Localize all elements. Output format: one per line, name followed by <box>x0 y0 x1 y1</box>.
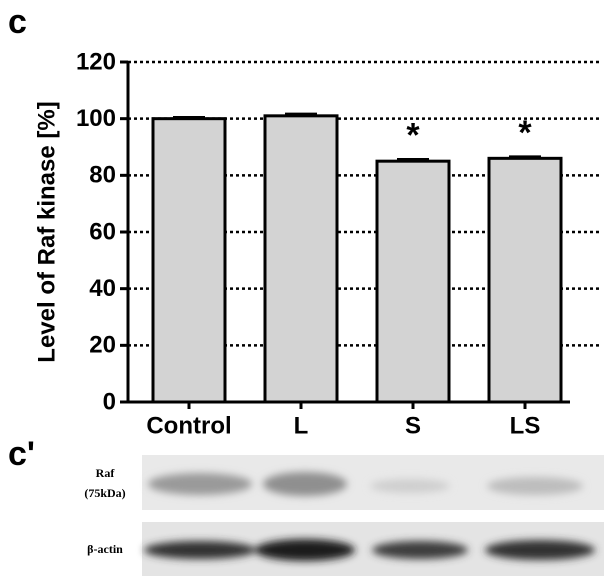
bar <box>489 158 561 402</box>
y-axis-label: Level of Raf kinase [%] <box>33 101 60 362</box>
x-tick-label: L <box>294 412 309 439</box>
y-tick-label: 0 <box>103 388 116 415</box>
y-tick-label: 60 <box>89 218 116 245</box>
x-tick-label: S <box>405 412 421 439</box>
figure: c c' Raf (75kDa) β-actin 0 20 40 60 80 100 120… <box>0 0 606 579</box>
blot-label: Raf <box>96 466 116 480</box>
significance-marker: * <box>518 114 532 152</box>
y-tick-label: 100 <box>76 105 116 132</box>
panel-label: c <box>8 3 27 41</box>
bar <box>377 161 449 402</box>
bar <box>265 116 337 402</box>
blot-sublabel: (75kDa) <box>84 486 125 500</box>
significance-marker: * <box>406 116 420 154</box>
bar <box>153 119 225 402</box>
y-tick-label: 80 <box>89 162 116 189</box>
x-tick-label: Control <box>146 412 231 439</box>
y-tick-label: 40 <box>89 275 116 302</box>
y-tick-label: 120 <box>76 48 116 75</box>
panel-label: c' <box>8 435 35 473</box>
x-tick-label: LS <box>510 412 541 439</box>
blot-label: β-actin <box>87 542 123 556</box>
y-tick-label: 20 <box>89 332 116 359</box>
